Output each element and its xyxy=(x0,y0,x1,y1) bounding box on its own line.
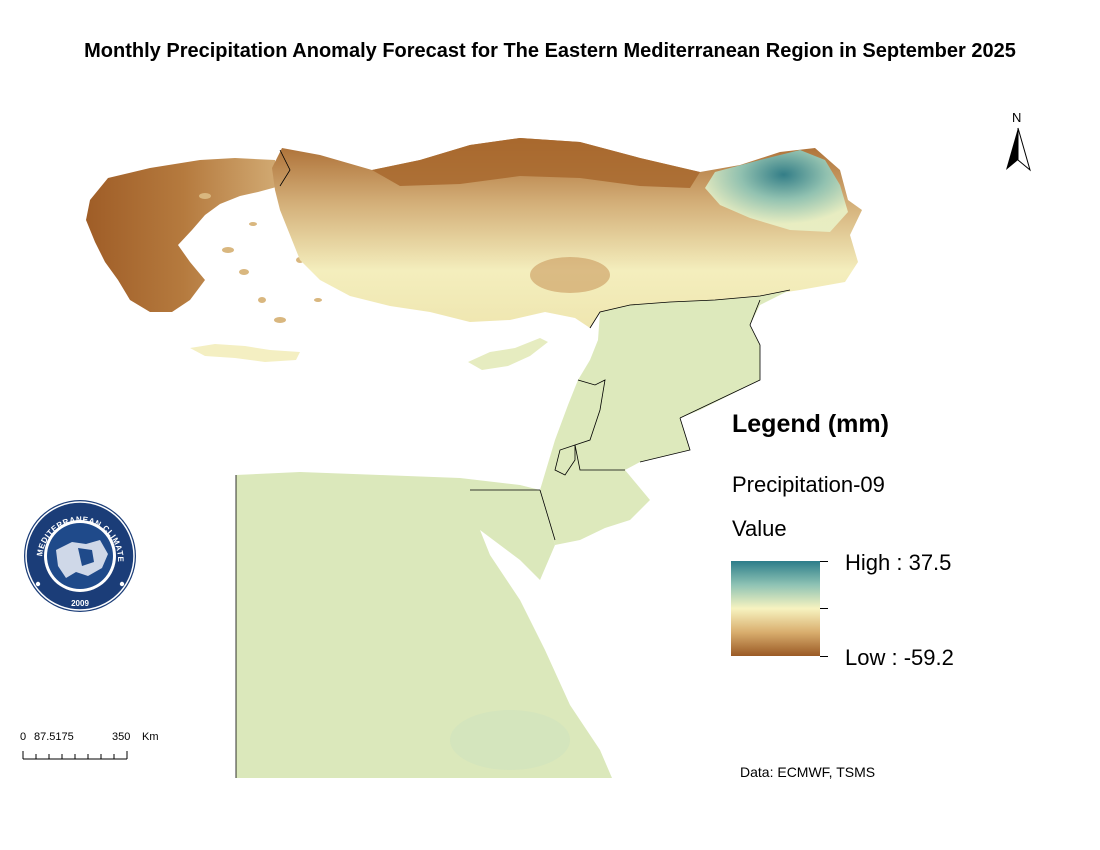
country-borders xyxy=(235,149,791,778)
dry-anomaly-north-coast xyxy=(372,138,700,188)
region-cyprus xyxy=(468,338,548,370)
scale-label-0: 0 xyxy=(20,731,27,743)
aegean-islands xyxy=(199,193,322,323)
legend-high-label: High : 37.5 xyxy=(845,550,952,575)
north-label: N xyxy=(1012,110,1022,125)
scale-label-unit: Km xyxy=(142,731,159,743)
legend-tick-low xyxy=(820,656,828,657)
legend-field-name: Value xyxy=(732,516,787,541)
legend-low-label: Low : -59.2 xyxy=(845,645,954,670)
legend-heading: Legend (mm) xyxy=(732,410,889,438)
region-greece xyxy=(86,158,280,312)
legend-layer-name: Precipitation-09 xyxy=(732,472,885,497)
region-crete xyxy=(190,344,300,362)
north-arrow: N xyxy=(1004,110,1034,175)
legend-tick-mid xyxy=(820,608,828,609)
scale-bar-graphic xyxy=(22,751,128,760)
legend-tick-high xyxy=(820,561,828,562)
scale-label-1: 87.5175 xyxy=(34,731,74,743)
scale-bar: 0 87.5175 350 Km xyxy=(20,731,180,763)
dry-anomaly-central xyxy=(530,257,610,293)
logo-year: 2009 xyxy=(71,599,89,608)
region-levant xyxy=(540,290,790,545)
wet-anomaly-northeast xyxy=(705,150,848,232)
north-arrow-icon xyxy=(1006,127,1031,172)
legend-color-ramp xyxy=(731,561,820,656)
data-credit: Data: ECMWF, TSMS xyxy=(740,764,876,780)
map-title: Monthly Precipitation Anomaly Forecast f… xyxy=(84,40,1016,62)
emcc-logo: EASTERN MEDITERRANEAN CLIMATE CENTRE 200… xyxy=(22,498,136,612)
egypt-variation xyxy=(450,710,570,770)
scale-label-2: 350 xyxy=(112,731,131,743)
region-egypt xyxy=(236,472,612,778)
